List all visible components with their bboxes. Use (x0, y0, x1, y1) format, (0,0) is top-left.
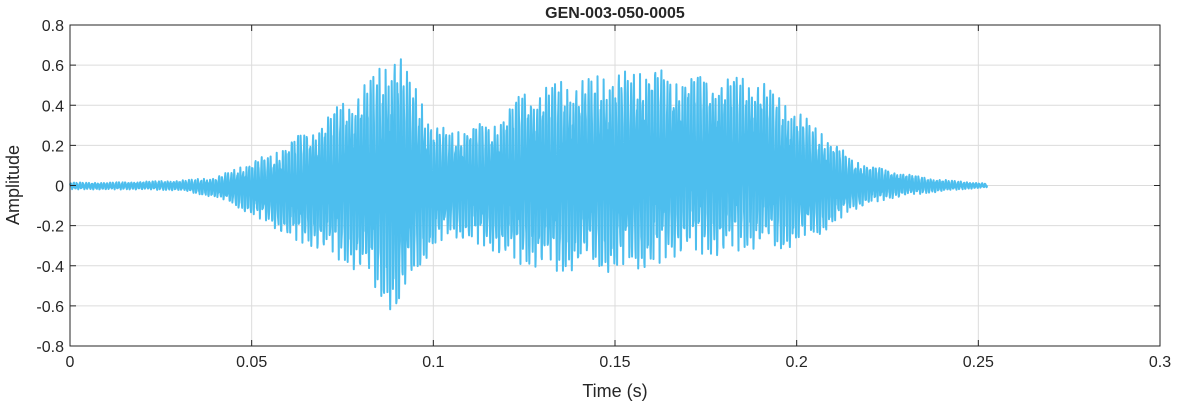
y-tick-label: 0.8 (42, 18, 64, 35)
y-tick-label: -0.6 (36, 299, 64, 316)
x-tick-label: 0.25 (963, 354, 994, 371)
chart-title: GEN-003-050-0005 (545, 5, 685, 22)
x-tick-label: 0.05 (236, 354, 267, 371)
x-tick-label: 0.15 (599, 354, 630, 371)
tick-labels: 0 0.05 0.1 0.15 0.2 0.25 0.3 -0.8 -0.6 -0.4 -0.2 0 0… (36, 18, 1171, 371)
y-tick-label: 0.4 (42, 98, 64, 115)
x-tick-label: 0.2 (786, 354, 808, 371)
x-axis-label: Time (s) (582, 381, 647, 401)
x-tick-label: 0.3 (1149, 354, 1171, 371)
y-tick-label: -0.2 (36, 219, 64, 236)
tick-marks (69, 24, 1161, 347)
series-line-0 (69, 58, 989, 311)
y-axis-label: Amplitude (3, 145, 23, 225)
y-tick-label: 0.2 (42, 138, 64, 155)
y-tick-label: 0 (55, 179, 64, 196)
x-tick-label: 0.1 (422, 354, 444, 371)
x-tick-label: 0 (66, 354, 75, 371)
y-tick-label: -0.4 (36, 259, 64, 276)
y-tick-label: 0.6 (42, 58, 64, 75)
series-layer (69, 58, 989, 311)
y-tick-label: -0.8 (36, 339, 64, 356)
